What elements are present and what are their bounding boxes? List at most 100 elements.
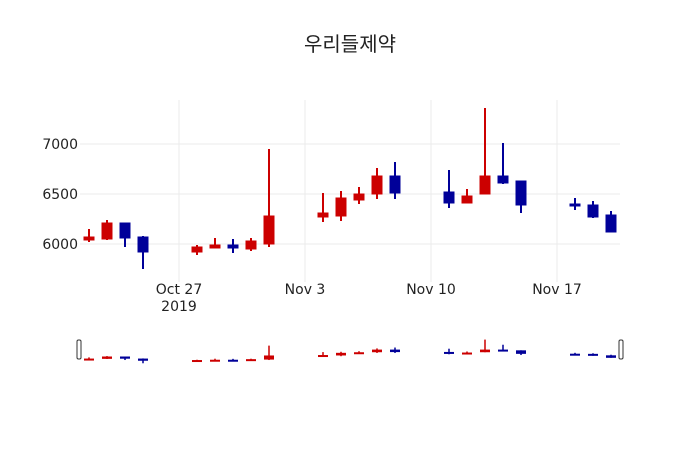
slider-candle-body: [570, 353, 580, 356]
candle-body: [443, 191, 455, 204]
candle-body: [101, 222, 113, 240]
gridlines: [80, 100, 620, 282]
slider-candle: [516, 350, 526, 356]
slider-candle: [354, 351, 364, 355]
candle-increasing: [191, 245, 203, 255]
candle-increasing: [479, 108, 491, 195]
slider-candle-body: [516, 350, 526, 354]
candle-body: [569, 203, 581, 207]
slider-candle: [84, 357, 94, 361]
candle-decreasing: [605, 211, 617, 233]
slider-candle: [336, 351, 346, 357]
slider-candle-body: [354, 352, 364, 355]
slider-candle: [444, 348, 454, 355]
candle-decreasing: [569, 198, 581, 210]
slider-candle-body: [606, 355, 616, 358]
candle-body: [605, 214, 617, 233]
candle-body: [227, 244, 239, 249]
range-slider-left-handle[interactable]: [76, 339, 82, 360]
slider-candle-body: [102, 356, 112, 359]
candle-decreasing: [119, 222, 131, 247]
candle-body: [263, 215, 275, 245]
slider-candle-body: [372, 349, 382, 353]
slider-candle-body: [336, 352, 346, 356]
slider-candle-body: [498, 349, 508, 352]
slider-candle-body: [264, 355, 274, 360]
range-slider-right-handle[interactable]: [618, 339, 624, 360]
slider-candle-body: [210, 359, 220, 362]
slider-candle-body: [588, 353, 598, 356]
slider-candle-body: [246, 359, 256, 362]
candle-decreasing: [443, 170, 455, 208]
candle-decreasing: [497, 143, 509, 184]
candle-body: [209, 244, 221, 249]
slider-candle-body: [84, 358, 94, 361]
y-axis: 6000 6500 7000: [42, 137, 78, 253]
slider-candle-body: [390, 349, 400, 353]
candle-decreasing: [587, 201, 599, 218]
x-tick-label: Oct 27: [156, 282, 202, 298]
candle-decreasing: [227, 239, 239, 253]
slider-candle: [462, 351, 472, 355]
candle-increasing: [461, 189, 473, 204]
slider-candle-body: [192, 360, 202, 363]
y-tick-label: 6500: [42, 187, 78, 203]
slider-candle: [192, 359, 202, 363]
x-tick-label: Nov 17: [532, 282, 582, 298]
slider-candle-body: [138, 358, 148, 361]
candle-body: [191, 246, 203, 253]
candle-increasing: [335, 191, 347, 221]
x-tick-year-label: 2019: [161, 299, 197, 315]
candle-body: [371, 175, 383, 195]
candle-body: [335, 197, 347, 217]
candle-body: [119, 222, 131, 239]
slider-candle: [606, 354, 616, 358]
slider-candle-body: [444, 351, 454, 354]
candle-increasing: [353, 187, 365, 204]
x-tick-label: Nov 3: [285, 282, 326, 298]
candle-body: [83, 236, 95, 241]
candle-increasing: [245, 238, 257, 251]
slider-candle: [102, 356, 112, 359]
slider-candle-body: [318, 355, 328, 358]
candle-decreasing: [137, 236, 149, 269]
candle-decreasing: [515, 180, 527, 213]
candle-body: [515, 180, 527, 206]
slider-candle: [318, 352, 328, 358]
candle-body: [353, 193, 365, 201]
slider-candle-body: [228, 359, 238, 362]
candle-body: [497, 175, 509, 184]
slider-candle: [480, 339, 490, 353]
slider-candle: [210, 358, 220, 362]
range-slider[interactable]: [76, 339, 624, 364]
y-tick-label: 7000: [42, 137, 78, 153]
candle-increasing: [101, 220, 113, 240]
slider-candle-body: [120, 356, 130, 359]
slider-candle: [138, 358, 148, 364]
candle-body: [317, 212, 329, 218]
candle-increasing: [371, 168, 383, 199]
x-tick-label: Nov 10: [406, 282, 456, 298]
slider-candle-body: [480, 349, 490, 353]
candles: [83, 108, 617, 269]
candle-decreasing: [389, 162, 401, 199]
slider-candle: [390, 347, 400, 353]
candle-body: [137, 236, 149, 253]
slider-candle: [498, 344, 508, 352]
candle-body: [389, 175, 401, 194]
slider-candle: [120, 356, 130, 361]
chart-title: 우리들제약: [304, 32, 396, 56]
candle-body: [587, 204, 599, 218]
candle-body: [479, 175, 491, 195]
slider-candle: [372, 348, 382, 353]
slider-candle: [228, 358, 238, 362]
slider-candle: [570, 352, 580, 356]
candle-body: [245, 240, 257, 250]
candle-increasing: [83, 229, 95, 242]
slider-candle: [264, 345, 274, 361]
candle-body: [461, 195, 473, 204]
slider-candle-body: [462, 352, 472, 355]
